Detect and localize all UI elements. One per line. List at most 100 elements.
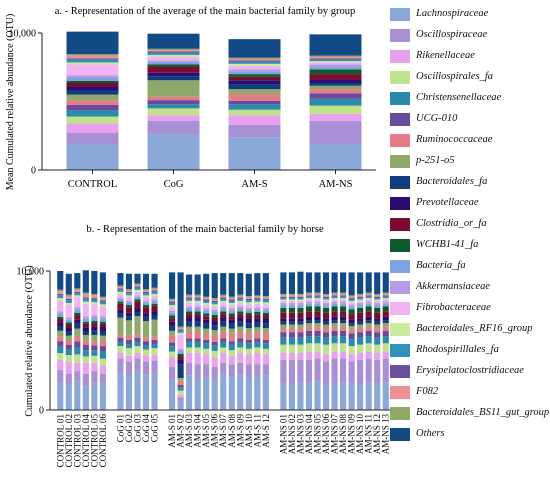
chart-b-bar-segment-am-ns-09-f082 bbox=[348, 296, 355, 299]
chart-b-bar-segment-cog-04-bacteria-fa bbox=[142, 302, 150, 306]
legend-swatch bbox=[390, 7, 410, 21]
chart-b-bar-segment-am-ns-08-f082 bbox=[340, 293, 347, 296]
chart-b-bar-segment-am-s-10-bacteroidales-rf16-group bbox=[245, 302, 252, 305]
chart-b-bar-segment-am-s-12-ucg-010 bbox=[262, 339, 269, 344]
chart-b-bar-segment-am-s-03-rhodospirillales-fa bbox=[186, 298, 193, 301]
chart-b-bar-segment-am-ns-02-others bbox=[288, 272, 296, 294]
chart-b-bar-segment-am-s-10-christensenellaceae bbox=[245, 343, 252, 349]
legend-swatch bbox=[390, 322, 410, 336]
chart-a-bar-segment-control-wchb1-41-fa bbox=[66, 80, 119, 84]
chart-b-bar-segment-control-01-p-251-o5 bbox=[57, 330, 64, 337]
chart-b-bar-segment-am-ns-09-ruminococcaceae bbox=[348, 329, 355, 334]
chart-b-bar-segment-am-ns-09-others bbox=[348, 272, 355, 296]
chart-b-bar-segment-am-s-07-fibrobacteraceae bbox=[220, 302, 227, 307]
legend-item-bacteroidales-rf16-group: Bacteroidales_RF16_group bbox=[390, 321, 532, 337]
chart-b-bar-segment-control-01-erysipelatoclostridiaceae bbox=[57, 293, 64, 296]
legend-item-ucg-010: UCG-010 bbox=[390, 111, 457, 127]
chart-b-bar-segment-cog-01-rikenellaceae bbox=[117, 353, 124, 359]
chart-b-bar-segment-am-ns-12-clostridia-or-fa bbox=[374, 312, 381, 319]
chart-b-bar-segment-control-03-others bbox=[74, 273, 81, 289]
chart-b-y-tick-label: 10,000 bbox=[17, 267, 45, 278]
chart-b-bar-segment-am-s-05-oscillospirales-fa bbox=[203, 348, 210, 355]
chart-b-bar-segment-cog-04-prevotellaceae bbox=[142, 313, 150, 317]
chart-b-bar-segment-control-04-christensenellaceae bbox=[82, 350, 89, 357]
chart-b-bar-segment-am-ns-10-fibrobacteraceae bbox=[357, 300, 364, 303]
chart-b-bar-segment-am-s-03-erysipelatoclostridiaceae bbox=[186, 297, 193, 299]
chart-b-bar-segment-am-s-03-oscillospirales-fa bbox=[186, 347, 193, 354]
chart-b-bar-segment-am-s-06-akkermansiaceae bbox=[211, 309, 218, 313]
chart-b-bar-segment-am-ns-11-rikenellaceae bbox=[365, 351, 372, 359]
chart-b-bar-segment-cog-01-p-251-o5 bbox=[117, 317, 124, 335]
chart-a-bar-segment-cog-p-251-o5 bbox=[147, 80, 200, 97]
chart-b-bar-segment-cog-04-ucg-010 bbox=[142, 341, 150, 346]
legend-swatch bbox=[390, 406, 410, 420]
chart-b-bar-segment-am-ns-03-others bbox=[297, 271, 304, 294]
chart-b-bar-segment-cog-01-oscillospirales-fa bbox=[117, 346, 124, 354]
chart-b-bar-segment-am-s-07-f082 bbox=[220, 296, 227, 298]
chart-b-bar-segment-am-s-08-f082 bbox=[228, 298, 235, 300]
chart-b-bar-segment-am-s-04-oscillospirales-fa bbox=[194, 347, 201, 354]
chart-a-bar-segment-am-ns-prevotellaceae bbox=[309, 79, 362, 84]
chart-b-bar-segment-am-s-08-bacteroidales-bs11-gut-group bbox=[228, 296, 235, 299]
chart-b-bar-segment-am-s-09-others bbox=[237, 273, 244, 295]
chart-b-bar-segment-am-ns-13-lachnospiraceae bbox=[382, 382, 389, 410]
chart-b-x-tick-label: AM-NS 12 bbox=[372, 414, 382, 454]
chart-b-bar-segment-am-s-08-fibrobacteraceae bbox=[228, 305, 235, 309]
chart-a-bar-segment-am-s-rhodospirillales-fa bbox=[228, 61, 281, 64]
chart-b-bar-segment-am-s-01-ucg-010 bbox=[168, 342, 176, 347]
chart-b-x-tick-label: AM-NS 09 bbox=[347, 414, 357, 455]
chart-b-bar-segment-cog-05-lachnospiraceae bbox=[151, 373, 158, 410]
chart-b-bar-segment-control-03-clostridia-or-fa bbox=[74, 315, 81, 320]
chart-b-bar-segment-control-06-bacteria-fa bbox=[99, 318, 106, 322]
chart-b-bar-segment-am-ns-13-wchb1-41-fa bbox=[382, 306, 389, 312]
chart-b-bar-segment-control-02-lachnospiraceae bbox=[65, 384, 72, 410]
chart-b-bar-segment-control-03-erysipelatoclostridiaceae bbox=[74, 291, 81, 294]
legend-label: UCG-010 bbox=[416, 113, 458, 124]
chart-b-bar-segment-am-ns-09-akkermansiaceae bbox=[348, 304, 355, 307]
chart-b-bar-segment-am-ns-12-bacteroidales-bs11-gut-group bbox=[374, 293, 381, 296]
chart-b-x-tick-label: AM-S 01 bbox=[167, 414, 177, 448]
chart-b-bar-segment-am-ns-06-wchb1-41-fa bbox=[322, 307, 330, 313]
legend-item-oscillospirales-fa: Oscillospirales_fa bbox=[390, 69, 493, 85]
chart-a-bar-segment-am-ns-rikenellaceae bbox=[309, 113, 362, 121]
chart-b-bar-segment-am-s-12-bacteroidales-rf16-group bbox=[262, 302, 269, 305]
chart-b-bar-segment-am-ns-05-bacteroidales-rf16-group bbox=[314, 298, 321, 300]
chart-a-bar-segment-control-ucg-010 bbox=[66, 104, 119, 111]
chart-b-bar-segment-control-05-erysipelatoclostridiaceae bbox=[91, 298, 98, 300]
chart-b-bar-segment-am-s-05-prevotellaceae bbox=[203, 319, 210, 324]
chart-b-bar-segment-control-04-rhodospirillales-fa bbox=[82, 298, 89, 302]
chart-a-bar-segment-control-oscillospiraceae bbox=[66, 133, 119, 144]
chart-b-bar-segment-control-05-ucg-010 bbox=[91, 345, 98, 351]
chart-b-bar-segment-cog-02-oscillospiraceae bbox=[125, 361, 133, 377]
chart-b-bar-segment-am-ns-10-bacteria-fa bbox=[357, 305, 364, 308]
chart-b-x-tick-label: AM-NS 10 bbox=[355, 414, 365, 455]
chart-b-bar-segment-am-ns-09-erysipelatoclostridiaceae bbox=[348, 298, 355, 300]
chart-b-bar-segment-control-02-bacteria-fa bbox=[65, 319, 72, 323]
chart-b-bar-segment-cog-01-christensenellaceae bbox=[117, 341, 124, 347]
chart-a-bar-segment-control-ruminococcaceae bbox=[66, 100, 119, 105]
chart-b-bar-segment-am-ns-11-clostridia-or-fa bbox=[365, 311, 372, 317]
chart-b-bar-segment-am-ns-13-prevotellaceae bbox=[382, 316, 389, 321]
chart-b-bar-segment-am-ns-05-bacteria-fa bbox=[314, 303, 321, 307]
chart-b-bar-segment-am-s-08-prevotellaceae bbox=[228, 319, 235, 324]
legend-label: Bacteroidales_RF16_group bbox=[416, 323, 533, 334]
chart-b-x-tick-label: AM-S 12 bbox=[261, 414, 271, 448]
chart-b-bar-segment-control-01-others bbox=[57, 271, 64, 290]
chart-b-bar-segment-am-ns-04-erysipelatoclostridiaceae bbox=[305, 295, 313, 297]
chart-b-bar-segment-am-s-09-f082 bbox=[237, 296, 244, 298]
chart-b-bar-segment-am-ns-08-christensenellaceae bbox=[340, 336, 347, 344]
chart-b-bar-segment-am-ns-06-prevotellaceae bbox=[322, 318, 330, 322]
chart-b-bar-segment-am-ns-09-fibrobacteraceae bbox=[348, 302, 355, 305]
chart-b-bar-segment-cog-01-wchb1-41-fa bbox=[117, 301, 124, 304]
chart-b-x-tick-label: AM-NS 04 bbox=[304, 414, 314, 455]
chart-b-bar-segment-cog-03-wchb1-41-fa bbox=[134, 299, 141, 302]
chart-b-bar-segment-control-06-christensenellaceae bbox=[99, 351, 106, 359]
chart-b-bar-segment-am-ns-03-clostridia-or-fa bbox=[297, 312, 304, 319]
chart-b-bar-segment-cog-04-lachnospiraceae bbox=[142, 375, 150, 410]
chart-a-bar-segment-control-f082 bbox=[66, 55, 119, 59]
chart-b-bar-segment-am-s-01-bacteria-fa bbox=[168, 312, 176, 316]
chart-a-bar-segment-am-ns-akkermansiaceae bbox=[309, 64, 362, 67]
chart-b-bar-segment-am-s-09-bacteria-fa bbox=[237, 308, 244, 312]
chart-b-bar-segment-am-ns-09-bacteroidales-fa bbox=[348, 323, 355, 326]
